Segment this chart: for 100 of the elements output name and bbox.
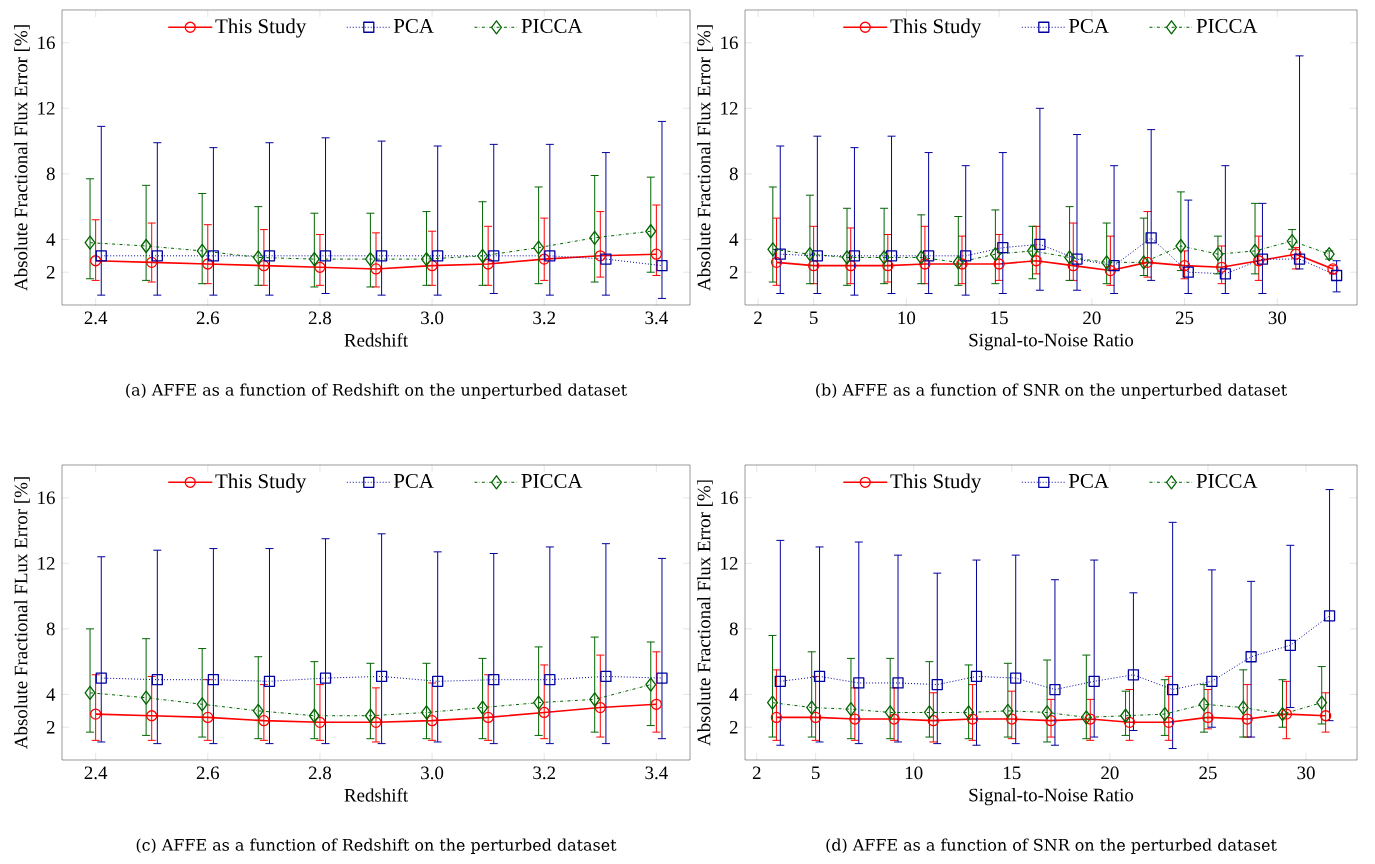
point (656, 260, 668, 272)
y-axis-title: Absolute Fractional Flux Error [%] (14, 25, 30, 291)
point (202, 711, 214, 724)
point (1101, 255, 1113, 270)
point (650, 248, 663, 260)
point (766, 695, 779, 710)
point (1286, 233, 1298, 249)
x-tick-label: 15 (1003, 766, 1021, 780)
point (927, 715, 939, 727)
x-tick-label: 10 (898, 311, 916, 325)
point (923, 705, 935, 720)
y-tick-label: 12 (38, 102, 55, 115)
x-tick-label: 3.4 (645, 766, 668, 780)
y-tick-label: 2 (46, 720, 55, 734)
point (319, 672, 332, 684)
point (314, 716, 326, 728)
text: (d) AFFE as a function of SNR on the perturbed dataset (826, 838, 1277, 854)
point (1163, 716, 1175, 728)
point (1034, 238, 1046, 250)
point (1212, 247, 1224, 262)
point (1026, 243, 1038, 259)
point (1206, 675, 1218, 687)
x-axis-title: Redshift (344, 333, 408, 347)
point (319, 250, 332, 262)
point (1175, 238, 1187, 254)
x-tick-label: 30 (1297, 766, 1315, 780)
x-tick-label: 3.2 (533, 311, 556, 325)
point (1045, 715, 1057, 727)
point (1123, 716, 1136, 728)
point (892, 677, 904, 689)
point (952, 255, 964, 270)
legend-label: This Study (215, 473, 307, 493)
y-tick-label: 16 (38, 491, 55, 505)
point (1088, 675, 1100, 687)
y-tick-label: 2 (46, 265, 55, 279)
point (809, 711, 822, 724)
point (970, 670, 983, 683)
point (308, 251, 320, 267)
point (966, 713, 979, 725)
point (84, 235, 96, 250)
point (488, 250, 500, 262)
point (477, 248, 489, 263)
point (151, 674, 163, 686)
y-tick-label: 8 (729, 622, 738, 636)
legend-label: PICCA (1196, 473, 1258, 488)
point (1276, 706, 1289, 722)
point (308, 708, 320, 723)
point (1120, 708, 1132, 723)
y-tick-label: 12 (721, 557, 738, 570)
legend-label: PICCA (1196, 18, 1258, 33)
point (806, 700, 818, 715)
x-axis-title: Signal-to-Noise Ratio (969, 333, 1134, 351)
x-tick-label: 2 (752, 766, 761, 780)
x-tick-label: 3.0 (421, 311, 444, 325)
point (774, 248, 786, 260)
point (813, 670, 826, 683)
point (1138, 255, 1150, 270)
point (258, 715, 270, 727)
x-tick-label: 2.4 (84, 311, 108, 325)
point (1202, 711, 1214, 724)
x-tick-label: 25 (1175, 311, 1194, 325)
x-tick-label: 30 (1268, 311, 1287, 325)
point (151, 250, 163, 262)
y-tick-label: 16 (721, 491, 738, 505)
point (196, 243, 208, 259)
point (656, 672, 668, 684)
point (1159, 706, 1171, 722)
point (533, 695, 545, 710)
point (878, 250, 890, 265)
x-axis-title: Signal-to-Noise Ratio (969, 788, 1134, 806)
point (258, 260, 270, 272)
point (84, 685, 96, 700)
point (960, 250, 972, 262)
point (263, 250, 276, 262)
point (853, 677, 865, 689)
point (207, 250, 220, 262)
y-tick-label: 8 (46, 622, 55, 636)
point (594, 250, 606, 262)
legend-label: This Study (890, 473, 982, 493)
point (1198, 697, 1210, 712)
point (884, 705, 896, 720)
point (1219, 268, 1232, 280)
point (956, 258, 968, 270)
x-tick-label: 2 (754, 311, 762, 325)
x-tick-label: 2.8 (308, 766, 332, 780)
point (1010, 672, 1022, 684)
point (544, 674, 556, 686)
point (370, 716, 382, 728)
point (645, 224, 657, 239)
x-tick-label: 10 (905, 766, 923, 780)
y-tick-label: 8 (729, 167, 738, 181)
point (1064, 250, 1076, 265)
point (533, 240, 545, 255)
point (600, 253, 612, 265)
point (770, 711, 783, 724)
point (919, 258, 931, 270)
point (1049, 683, 1061, 696)
x-tick-label: 2.8 (308, 311, 332, 325)
point (1237, 700, 1249, 715)
point (1002, 703, 1014, 718)
